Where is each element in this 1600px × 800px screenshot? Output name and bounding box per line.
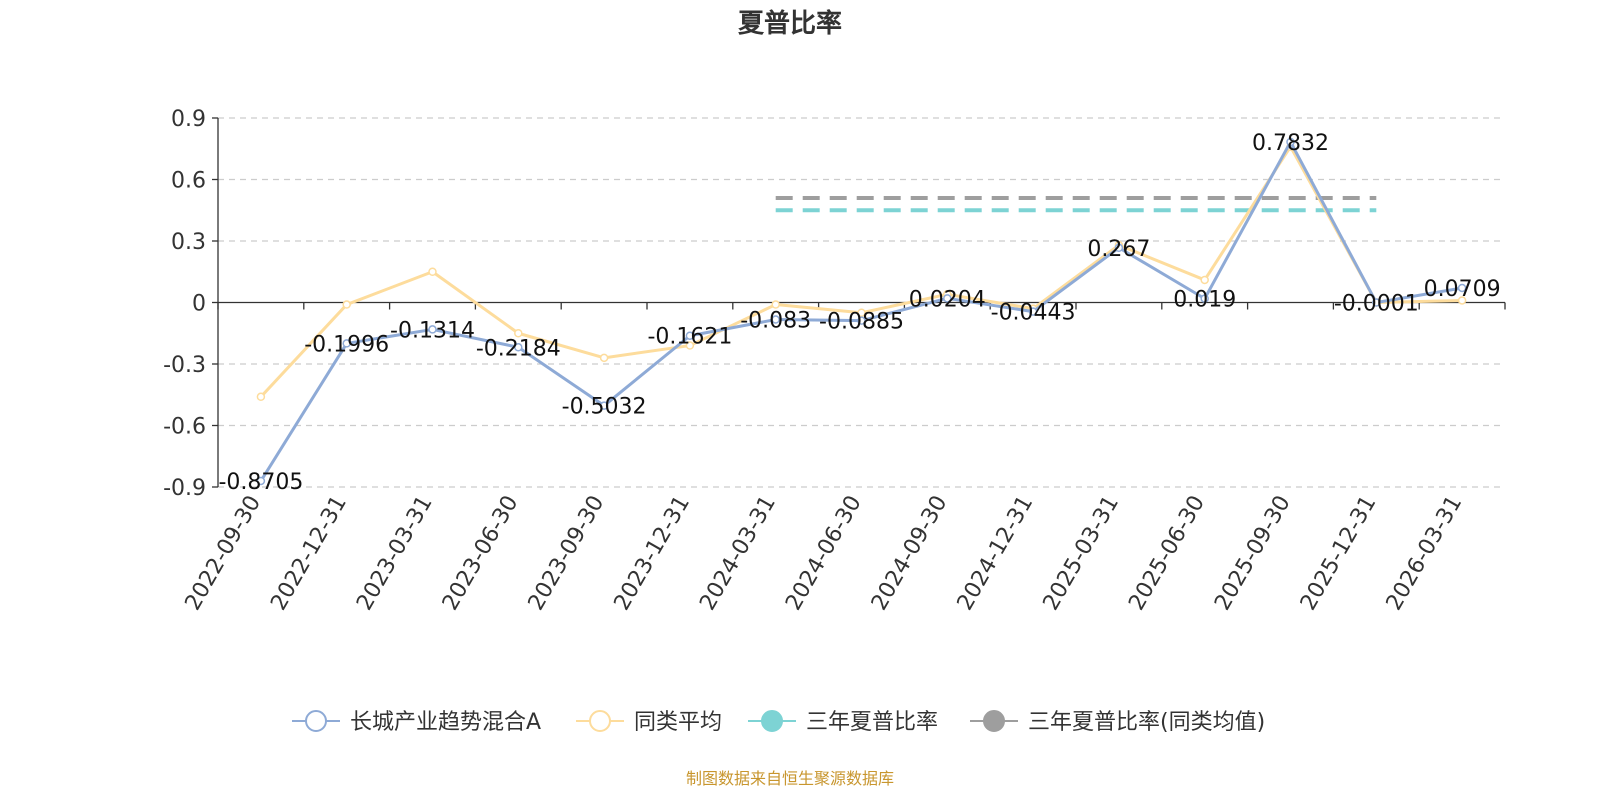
legend-symbol	[589, 710, 611, 732]
series-point	[1200, 275, 1209, 285]
series-point	[256, 392, 266, 402]
series-point	[599, 353, 609, 363]
y-tick-label: -0.9	[163, 476, 206, 501]
x-tick-label: 2022-12-31	[266, 492, 352, 615]
x-tick-label: 2024-06-30	[781, 492, 867, 615]
data-label: -0.1996	[304, 332, 389, 357]
x-tick-label: 2025-06-30	[1124, 492, 1210, 615]
legend[interactable]: 长城产业趋势混合A 同类平均 三年夏普比率 三年夏普比率(同类均值)	[292, 710, 1265, 735]
data-label: 0.0204	[909, 287, 986, 312]
legend-item[interactable]: 同类平均	[576, 710, 722, 735]
x-tick-label: 2023-12-31	[610, 492, 696, 615]
legend-item[interactable]: 长城产业趋势混合A	[292, 710, 541, 735]
grid-layer	[218, 117, 1505, 488]
x-tick-label: 2025-09-30	[1210, 492, 1296, 615]
series-point	[685, 331, 695, 340]
series-point	[342, 300, 351, 309]
series-point	[514, 329, 523, 338]
series-point	[685, 341, 695, 350]
series-point	[1200, 294, 1209, 303]
series-point	[771, 315, 780, 324]
data-label: -0.5032	[562, 395, 647, 420]
source-note: 制图数据来自恒生聚源数据库	[686, 769, 894, 788]
series-point	[1286, 137, 1295, 147]
y-tick-label: -0.3	[163, 353, 206, 378]
legend-label: 长城产业趋势混合A	[350, 710, 541, 735]
data-label: -0.0443	[991, 301, 1076, 326]
series-point	[857, 308, 866, 317]
legend-label: 三年夏普比率	[806, 710, 938, 735]
y-tick-label: -0.6	[163, 415, 206, 440]
x-tick-label: 2023-03-31	[352, 492, 438, 615]
series-line	[259, 145, 1463, 398]
legend-label: 同类平均	[634, 710, 722, 735]
data-label: -0.2184	[476, 336, 561, 361]
x-tick-label: 2026-03-31	[1382, 492, 1468, 615]
y-tick-label: 0	[192, 292, 206, 317]
legend-label: 三年夏普比率(同类均值)	[1028, 710, 1265, 735]
x-tick-label: 2024-09-30	[867, 492, 953, 615]
data-label: 0.0709	[1424, 277, 1501, 302]
legend-symbol	[305, 710, 327, 732]
series-point	[943, 294, 952, 303]
x-tick-label: 2024-12-31	[953, 492, 1039, 615]
series-layer	[256, 137, 1467, 486]
data-label: 0.267	[1087, 237, 1150, 262]
series-point	[771, 300, 780, 309]
series-point	[1114, 243, 1124, 253]
series-point	[428, 325, 437, 334]
legend-item[interactable]: 三年夏普比率(同类均值)	[970, 710, 1265, 735]
data-label-layer: -0.8705 -0.1996-0.1314-0.2184 -0.5032 -0.16…	[218, 131, 1500, 495]
data-label: -0.0885	[819, 310, 904, 335]
series-point	[599, 401, 609, 410]
x-tick-label: 2023-06-30	[438, 492, 524, 615]
data-label: 0.019	[1173, 288, 1236, 313]
series-point	[514, 343, 523, 352]
chart-title: 夏普比率	[738, 8, 842, 39]
series-point	[428, 267, 437, 276]
data-label: -0.1314	[390, 318, 475, 343]
series-point	[1372, 298, 1381, 307]
series-point	[342, 339, 351, 348]
data-label: -0.1621	[647, 325, 732, 350]
series-point	[1028, 307, 1038, 316]
legend-symbol	[761, 710, 783, 732]
legend-symbol	[983, 710, 1005, 732]
data-label: -0.8705	[218, 470, 303, 495]
y-tick-label: 0.3	[171, 230, 206, 255]
x-tick-label: 2022-09-30	[181, 492, 267, 615]
data-label: 0.7832	[1252, 131, 1329, 156]
data-label: -0.0001	[1334, 292, 1419, 317]
data-label: -0.083	[740, 309, 811, 334]
series-point	[256, 476, 266, 486]
y-tick-label: 0.6	[171, 169, 206, 194]
x-tick-label: 2023-09-30	[524, 492, 610, 615]
legend-item[interactable]: 三年夏普比率	[748, 710, 938, 735]
series-point	[1457, 283, 1467, 293]
y-tick-label: 0.9	[171, 107, 206, 132]
series-point	[1457, 296, 1467, 305]
x-tick-label: 2025-03-31	[1039, 492, 1125, 615]
x-tick-label: 2025-12-31	[1296, 492, 1382, 615]
series-point	[857, 316, 866, 325]
x-tick-label: 2024-03-31	[695, 492, 781, 615]
